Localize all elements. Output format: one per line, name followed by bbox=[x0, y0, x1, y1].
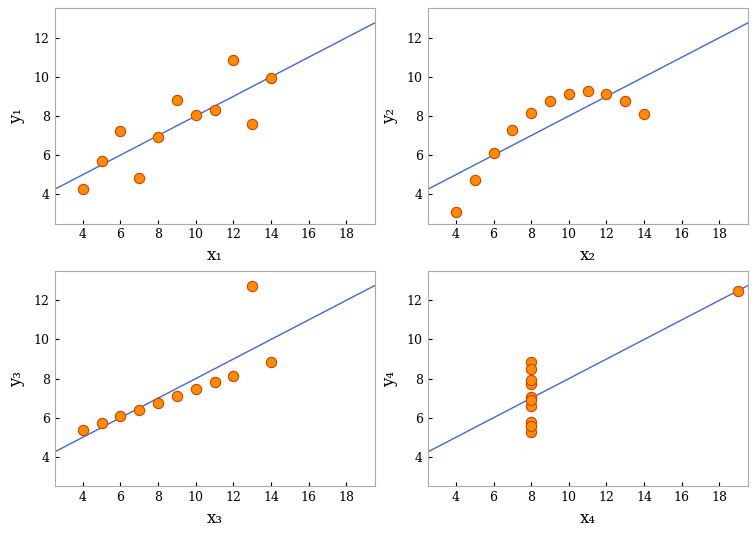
Y-axis label: y₄: y₄ bbox=[382, 371, 398, 387]
Point bbox=[525, 428, 538, 437]
Point bbox=[525, 402, 538, 411]
Point bbox=[76, 425, 88, 434]
Point bbox=[450, 208, 462, 216]
Point bbox=[76, 185, 88, 194]
Point bbox=[525, 396, 538, 404]
Point bbox=[95, 157, 107, 166]
X-axis label: x₂: x₂ bbox=[580, 247, 596, 264]
Point bbox=[190, 385, 202, 393]
Point bbox=[209, 378, 221, 387]
Point bbox=[228, 56, 240, 65]
Point bbox=[114, 127, 126, 135]
Point bbox=[525, 358, 538, 366]
Point bbox=[525, 365, 538, 373]
Point bbox=[133, 174, 145, 182]
X-axis label: x₁: x₁ bbox=[206, 247, 222, 264]
Point bbox=[133, 405, 145, 414]
Point bbox=[619, 97, 631, 106]
Point bbox=[265, 358, 277, 366]
Point bbox=[265, 73, 277, 82]
Point bbox=[525, 393, 538, 402]
Point bbox=[525, 109, 538, 118]
Point bbox=[581, 87, 593, 96]
Point bbox=[171, 392, 183, 400]
Y-axis label: y₃: y₃ bbox=[8, 371, 26, 387]
Point bbox=[95, 419, 107, 427]
Point bbox=[638, 110, 650, 118]
Point bbox=[469, 175, 481, 184]
Point bbox=[228, 371, 240, 380]
Point bbox=[733, 286, 745, 295]
Point bbox=[525, 380, 538, 388]
Point bbox=[525, 418, 538, 427]
Point bbox=[525, 422, 538, 431]
Point bbox=[209, 105, 221, 114]
Point bbox=[488, 148, 500, 157]
Point bbox=[190, 111, 202, 119]
Point bbox=[152, 399, 164, 407]
Point bbox=[507, 126, 519, 135]
Y-axis label: y₁: y₁ bbox=[8, 108, 26, 124]
Point bbox=[600, 89, 612, 98]
Point bbox=[525, 376, 538, 385]
Point bbox=[562, 89, 575, 98]
Point bbox=[544, 97, 556, 105]
Point bbox=[114, 412, 126, 421]
Point bbox=[152, 132, 164, 141]
Point bbox=[246, 120, 259, 128]
X-axis label: x₄: x₄ bbox=[580, 510, 596, 526]
Point bbox=[246, 281, 259, 290]
X-axis label: x₃: x₃ bbox=[206, 510, 222, 526]
Point bbox=[171, 96, 183, 104]
Y-axis label: y₂: y₂ bbox=[382, 108, 398, 124]
